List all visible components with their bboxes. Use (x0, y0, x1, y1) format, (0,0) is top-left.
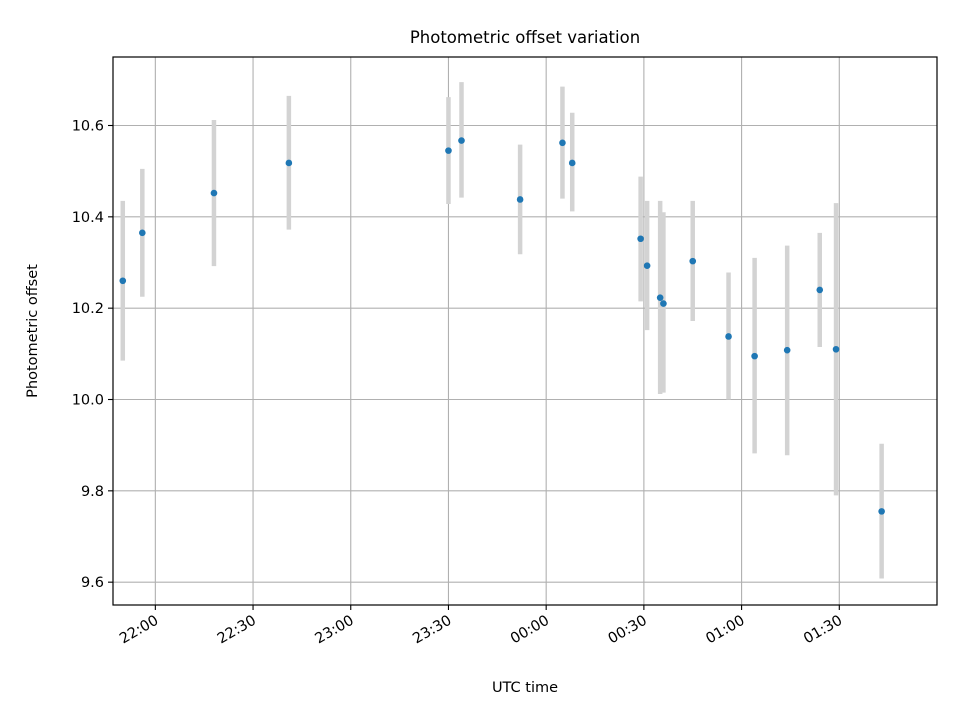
data-point (751, 352, 758, 360)
x-axis-label: UTC time (492, 680, 558, 696)
data-point (878, 508, 885, 515)
y-tick-label: 9.8 (81, 484, 104, 500)
data-points (119, 137, 885, 515)
y-tick-label: 9.6 (81, 575, 104, 591)
grid (113, 57, 937, 605)
data-point (656, 294, 664, 301)
data-point (285, 159, 293, 167)
data-point (559, 139, 566, 147)
data-point (643, 262, 651, 269)
data-point (783, 346, 791, 354)
data-point (816, 286, 824, 294)
data-point (832, 345, 840, 353)
plot-frame (112, 56, 938, 606)
data-point (660, 300, 667, 307)
data-point (516, 196, 524, 203)
data-point (689, 257, 697, 265)
data-point (568, 159, 576, 167)
data-point (637, 235, 644, 243)
y-tick-label: 10.2 (72, 301, 104, 317)
data-point (139, 229, 146, 237)
y-tick-label: 10.4 (72, 210, 104, 226)
y-axis: 9.6 9.8 10.0 10.2 10.4 10.6 (72, 119, 113, 591)
y-tick-label: 10.6 (72, 119, 104, 135)
data-point (210, 189, 218, 197)
data-point (725, 333, 732, 340)
data-point (445, 147, 452, 154)
data-point (458, 137, 465, 144)
y-tick-label: 10.0 (72, 393, 104, 409)
y-axis-label: Photometric offset (25, 264, 41, 398)
data-point (119, 277, 127, 285)
chart-title: Photometric offset variation (410, 28, 640, 47)
